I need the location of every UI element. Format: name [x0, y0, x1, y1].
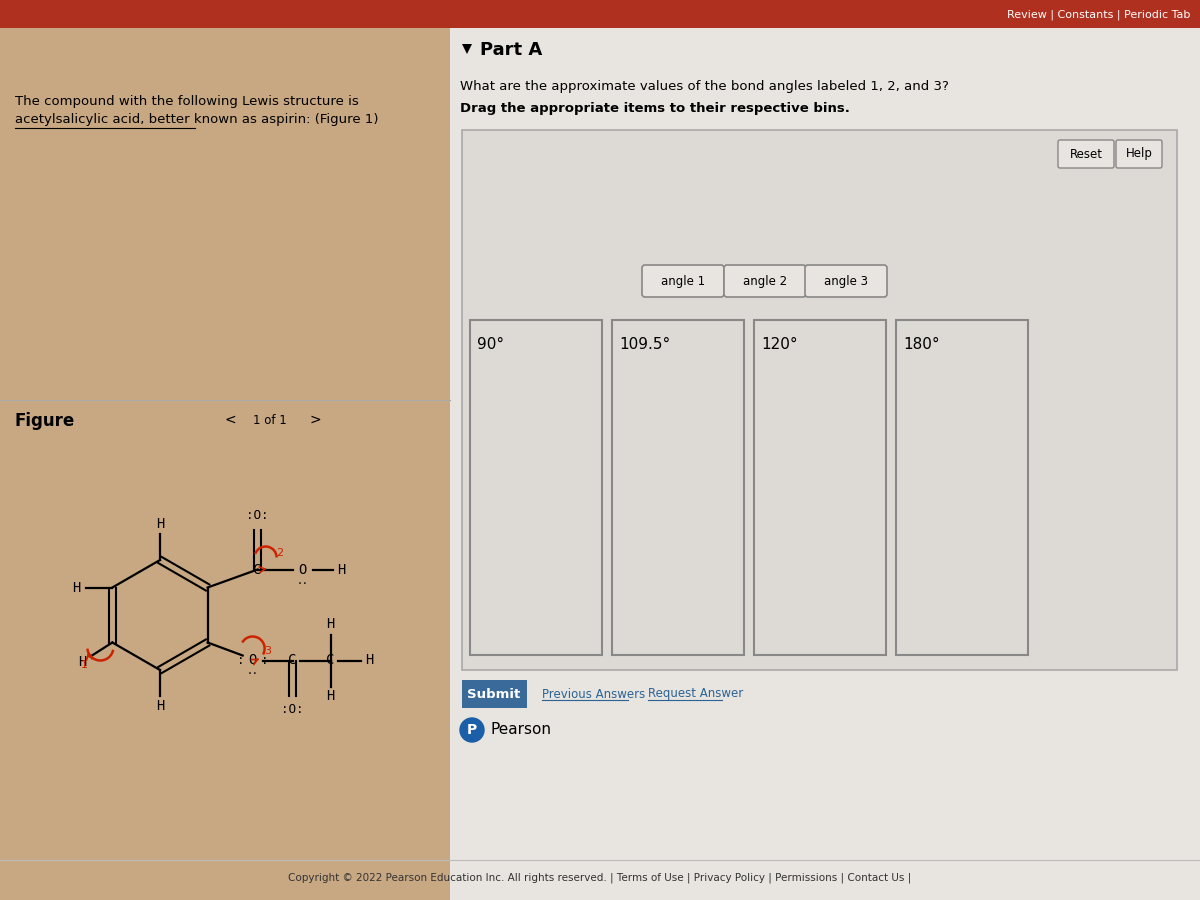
Text: 120°: 120° — [761, 337, 798, 352]
FancyBboxPatch shape — [642, 265, 724, 297]
Text: O: O — [248, 653, 257, 668]
FancyBboxPatch shape — [724, 265, 806, 297]
Text: Figure: Figure — [14, 412, 76, 430]
FancyBboxPatch shape — [1058, 140, 1114, 168]
Text: 90°: 90° — [478, 337, 504, 352]
Text: 1: 1 — [80, 660, 88, 670]
Circle shape — [460, 718, 484, 742]
Text: Request Answer: Request Answer — [648, 688, 743, 700]
Text: H: H — [326, 617, 335, 632]
Bar — [612, 320, 744, 655]
Text: H: H — [366, 653, 374, 668]
Text: angle 1: angle 1 — [661, 274, 706, 287]
Polygon shape — [462, 44, 472, 54]
Text: angle 2: angle 2 — [743, 274, 787, 287]
Text: Review | Constants | Periodic Tab: Review | Constants | Periodic Tab — [1007, 10, 1190, 20]
Text: :O:: :O: — [246, 509, 269, 522]
Text: H: H — [156, 699, 164, 713]
Bar — [754, 320, 886, 655]
Text: Previous Answers: Previous Answers — [542, 688, 646, 700]
Text: Copyright © 2022 Pearson Education Inc. All rights reserved. | Terms of Use | Pr: Copyright © 2022 Pearson Education Inc. … — [288, 873, 912, 883]
Text: Drag the appropriate items to their respective bins.: Drag the appropriate items to their resp… — [460, 102, 850, 115]
Text: :O:: :O: — [281, 703, 304, 716]
Text: O: O — [299, 562, 307, 577]
Text: Help: Help — [1126, 148, 1152, 160]
Text: angle 3: angle 3 — [824, 274, 868, 287]
Text: 3: 3 — [265, 645, 271, 655]
Text: :: : — [260, 654, 269, 667]
Text: Reset: Reset — [1069, 148, 1103, 160]
Text: C: C — [288, 653, 296, 668]
Text: ..: .. — [247, 667, 258, 677]
FancyBboxPatch shape — [805, 265, 887, 297]
Text: Pearson: Pearson — [490, 723, 551, 737]
Text: 2: 2 — [276, 547, 283, 557]
Text: H: H — [156, 517, 164, 531]
Bar — [0, 0, 450, 900]
Bar — [896, 320, 1028, 655]
Text: What are the approximate values of the bond angles labeled 1, 2, and 3?: What are the approximate values of the b… — [460, 80, 949, 93]
Text: 109.5°: 109.5° — [619, 337, 671, 352]
Text: P: P — [467, 723, 478, 737]
Text: Submit: Submit — [467, 688, 521, 700]
Text: acetylsalicylic acid, better known as aspirin: (Figure 1): acetylsalicylic acid, better known as as… — [14, 113, 378, 126]
Text: C: C — [253, 562, 262, 577]
Text: <: < — [224, 413, 236, 427]
Text: 180°: 180° — [904, 337, 940, 352]
Text: ..: .. — [296, 575, 308, 586]
Text: H: H — [337, 562, 346, 577]
Text: C: C — [326, 653, 335, 668]
Bar — [450, 28, 1200, 900]
Text: H: H — [326, 689, 335, 704]
Text: :: : — [236, 654, 245, 667]
Bar — [470, 320, 602, 655]
Bar — [0, 0, 1200, 28]
Text: >: > — [310, 413, 320, 427]
Text: H: H — [78, 655, 86, 670]
Bar — [462, 680, 527, 708]
Text: The compound with the following Lewis structure is: The compound with the following Lewis st… — [14, 95, 359, 108]
FancyBboxPatch shape — [1116, 140, 1162, 168]
Text: Part A: Part A — [480, 41, 542, 59]
Text: 1 of 1: 1 of 1 — [253, 413, 287, 427]
Bar — [462, 130, 1177, 670]
Text: H: H — [72, 580, 80, 595]
